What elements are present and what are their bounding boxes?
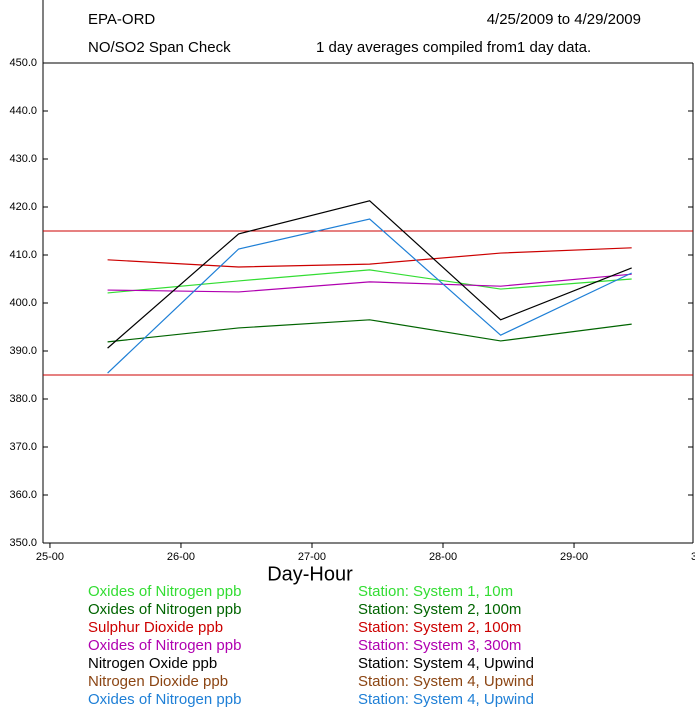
legend-station: Station: System 1, 10m [358, 583, 513, 600]
x-tick-label: 25-00 [36, 551, 64, 563]
legend-station: Station: System 4, Upwind [358, 655, 534, 672]
series-line [107, 319, 632, 343]
y-tick-label: 420.0 [9, 201, 37, 213]
y-tick-label: 350.0 [9, 537, 37, 549]
legend-name: Oxides of Nitrogen ppb [88, 583, 241, 600]
series-line [107, 273, 632, 293]
legend-name: Oxides of Nitrogen ppb [88, 691, 241, 708]
legend-name: Oxides of Nitrogen ppb [88, 637, 241, 654]
x-tick-label: 27-00 [298, 551, 326, 563]
y-tick-label: 360.0 [9, 489, 37, 501]
chart-subtitle: NO/SO2 Span Check [88, 39, 231, 56]
date-range: 4/25/2009 to 4/29/2009 [487, 11, 641, 28]
legend-name: Sulphur Dioxide ppb [88, 619, 223, 636]
legend-station: Station: System 3, 300m [358, 637, 521, 654]
y-tick-label: 430.0 [9, 153, 37, 165]
series-line [107, 218, 632, 374]
y-tick-label: 400.0 [9, 297, 37, 309]
note: 1 day averages compiled from1 day data. [316, 39, 591, 56]
legend-name: Nitrogen Dioxide ppb [88, 673, 228, 690]
chart-title: EPA-ORD [88, 11, 155, 28]
x-tick-label: 29-00 [560, 551, 588, 563]
y-tick-label: 410.0 [9, 249, 37, 261]
x-axis-label: Day-Hour [267, 563, 353, 585]
y-tick-label: 390.0 [9, 345, 37, 357]
y-tick-label: 380.0 [9, 393, 37, 405]
series-line [107, 269, 632, 294]
y-tick-label: 370.0 [9, 441, 37, 453]
legend-name: Oxides of Nitrogen ppb [88, 601, 241, 618]
legend-station: Station: System 4, Upwind [358, 673, 534, 690]
legend-name: Nitrogen Oxide ppb [88, 655, 217, 672]
legend-station: Station: System 2, 100m [358, 601, 521, 618]
legend-station: Station: System 4, Upwind [358, 691, 534, 708]
x-tick-label: 26-00 [167, 551, 195, 563]
y-tick-label: 440.0 [9, 105, 37, 117]
series-line [107, 247, 632, 268]
series-line [107, 200, 632, 349]
x-tick-label: 28-00 [429, 551, 457, 563]
legend-station: Station: System 2, 100m [358, 619, 521, 636]
x-tick-label: 30-00 [691, 551, 695, 563]
y-tick-label: 450.0 [9, 57, 37, 69]
